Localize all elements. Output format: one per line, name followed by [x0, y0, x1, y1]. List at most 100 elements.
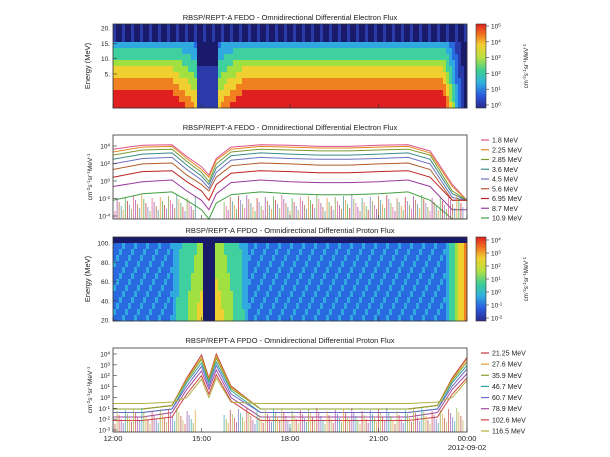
spectrogram-cell	[125, 237, 129, 244]
spectrogram-cell	[167, 66, 171, 73]
spectrogram-cell	[395, 237, 399, 244]
spectrogram-cell	[236, 297, 240, 304]
spectrogram-cell	[365, 78, 369, 85]
spectrogram-cell	[194, 273, 198, 280]
spectrogram-cell	[248, 102, 252, 109]
spectrogram-cell	[260, 261, 264, 268]
spectrogram-cell	[413, 249, 417, 256]
spectrogram-cell	[230, 273, 234, 280]
spectrogram-cell	[161, 309, 165, 316]
spectrogram-cell	[416, 315, 420, 322]
spectrogram-cell	[425, 60, 429, 67]
spectrogram-cell	[452, 96, 456, 103]
spectrogram-cell	[173, 237, 177, 244]
spectrogram-cell	[443, 78, 447, 85]
spectrogram-cell	[464, 48, 468, 55]
spectrogram-cell	[422, 36, 426, 43]
spectrogram-cell	[371, 96, 375, 103]
spectrogram-cell	[269, 309, 273, 316]
spectrogram-cell	[395, 72, 399, 79]
spectrogram-cell	[233, 237, 237, 244]
spectrogram-cell	[230, 237, 234, 244]
spectrogram-cell	[449, 66, 453, 73]
spectrogram-cell	[365, 84, 369, 91]
spectrogram-cell	[332, 303, 336, 310]
spectrogram-cell	[311, 24, 315, 31]
spectrogram-cell	[410, 96, 414, 103]
spectrogram-cell	[380, 285, 384, 292]
spectrogram-cell	[377, 255, 381, 262]
spectrogram-cell	[341, 267, 345, 274]
spectrogram-cell	[350, 78, 354, 85]
spectrogram-cell	[401, 267, 405, 274]
spectrogram-cell	[428, 96, 432, 103]
spectrogram-cell	[209, 315, 213, 322]
spectrogram-cell	[125, 66, 129, 73]
spectrogram-cell	[266, 36, 270, 43]
spectrogram-cell	[374, 291, 378, 298]
spectrogram-cell	[170, 249, 174, 256]
spectrogram-cell	[173, 279, 177, 286]
spectrogram-cell	[281, 237, 285, 244]
spectrogram-cell	[191, 285, 195, 292]
spectrogram-cell	[272, 42, 276, 49]
series-line	[112, 191, 467, 220]
spectrogram-cell	[176, 261, 180, 268]
spectrogram-cell	[374, 96, 378, 103]
spectrogram-cell	[332, 297, 336, 304]
spectrogram-cell	[320, 96, 324, 103]
spectrogram-cell	[416, 267, 420, 274]
spectrogram-cell	[341, 255, 345, 262]
spectrogram-cell	[122, 24, 126, 31]
spectrogram-cell	[173, 315, 177, 322]
spectrogram-cell	[119, 297, 123, 304]
spectrogram-cell	[353, 309, 357, 316]
spectrogram-cell	[170, 30, 174, 37]
spectrogram-cell	[329, 102, 333, 109]
spectrogram-cell	[173, 60, 177, 67]
spectrogram-cell	[146, 285, 150, 292]
spectrogram-cell	[392, 249, 396, 256]
spectrogram-cell	[335, 42, 339, 49]
spectrogram-cell	[383, 261, 387, 268]
spectrogram-cell	[167, 249, 171, 256]
spectrogram-cell	[356, 237, 360, 244]
spectrogram-cell	[263, 249, 267, 256]
spectrogram-cell	[161, 36, 165, 43]
spectrogram-cell	[308, 291, 312, 298]
spectrogram-cell	[254, 36, 258, 43]
spectrogram-cell	[200, 249, 204, 256]
spectrogram-cell	[299, 24, 303, 31]
spectrogram-cell	[251, 315, 255, 322]
spectrogram-cell	[260, 243, 264, 250]
spectrogram-cell	[335, 267, 339, 274]
spectrogram-cell	[458, 297, 462, 304]
spectrogram-cell	[170, 237, 174, 244]
spectrogram-cell	[143, 60, 147, 67]
spectrogram-cell	[317, 90, 321, 97]
spectrogram-cell	[131, 90, 135, 97]
spectrogram-cell	[449, 78, 453, 85]
spectrogram-cell	[359, 249, 363, 256]
spectrogram-cell	[434, 30, 438, 37]
spectrogram-cell	[458, 102, 462, 109]
spectrogram-cell	[236, 48, 240, 55]
spectrogram-cell	[215, 315, 219, 322]
spectrogram-cell	[209, 285, 213, 292]
spectrogram-cell	[395, 309, 399, 316]
spectrogram-cell	[173, 24, 177, 31]
spectrogram-cell	[263, 36, 267, 43]
spectrogram-cell	[197, 78, 201, 85]
spectrogram-cell	[458, 291, 462, 298]
spectrogram-cell	[335, 303, 339, 310]
spectrogram-cell	[257, 60, 261, 67]
spectrogram-cell	[443, 48, 447, 55]
spectrogram-cell	[380, 36, 384, 43]
spectrogram-cell	[239, 72, 243, 79]
spectrogram-cell	[392, 30, 396, 37]
spectrogram-cell	[320, 285, 324, 292]
spectrogram-cell	[236, 273, 240, 280]
spectrogram-cell	[191, 66, 195, 73]
spectrogram-cell	[281, 66, 285, 73]
spectrogram-cell	[206, 279, 210, 286]
